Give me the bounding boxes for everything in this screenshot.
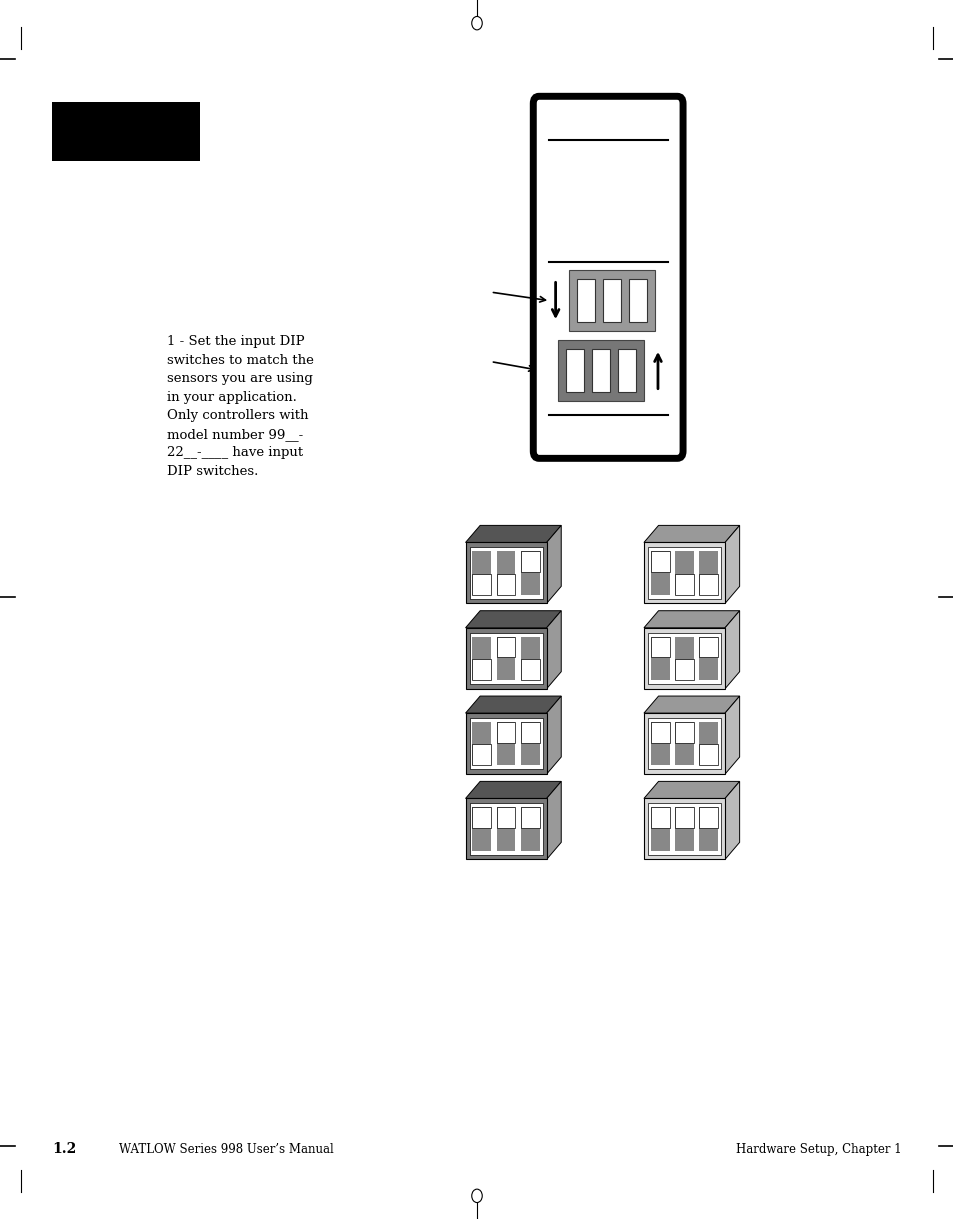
Bar — [647, 547, 720, 599]
Polygon shape — [643, 611, 739, 628]
Bar — [699, 574, 718, 595]
Polygon shape — [724, 781, 739, 859]
Polygon shape — [465, 525, 560, 542]
Bar — [699, 745, 718, 766]
Bar — [643, 798, 724, 859]
FancyBboxPatch shape — [533, 96, 682, 458]
Bar — [472, 636, 491, 680]
Bar — [469, 718, 542, 769]
Bar — [699, 807, 718, 828]
Bar — [520, 551, 539, 595]
Bar — [52, 102, 200, 161]
Bar — [699, 636, 718, 680]
Bar — [520, 551, 539, 572]
Bar — [520, 636, 539, 680]
Bar — [629, 279, 646, 322]
Polygon shape — [465, 611, 560, 628]
Bar — [465, 798, 546, 859]
Bar — [497, 636, 515, 657]
Bar — [472, 722, 491, 766]
Polygon shape — [724, 525, 739, 603]
Polygon shape — [546, 696, 560, 774]
Bar — [647, 718, 720, 769]
Bar — [472, 807, 491, 828]
Bar — [569, 271, 655, 332]
Bar — [497, 722, 515, 766]
Bar — [520, 807, 539, 851]
Text: 1 - Set the input DIP
switches to match the
sensors you are using
in your applic: 1 - Set the input DIP switches to match … — [167, 335, 314, 478]
Bar — [650, 636, 669, 657]
Bar — [643, 628, 724, 689]
Bar — [497, 807, 515, 851]
Bar — [558, 340, 643, 401]
Polygon shape — [724, 611, 739, 689]
Polygon shape — [643, 696, 739, 713]
Bar — [497, 807, 515, 828]
Bar — [465, 628, 546, 689]
Bar — [566, 349, 583, 391]
Bar — [497, 574, 515, 595]
Bar — [643, 713, 724, 774]
Bar — [643, 542, 724, 603]
Polygon shape — [643, 781, 739, 798]
Bar — [647, 803, 720, 855]
Bar — [650, 551, 669, 572]
Bar — [520, 722, 539, 742]
Bar — [675, 551, 693, 595]
Bar — [472, 745, 491, 766]
Bar — [497, 636, 515, 680]
Bar — [469, 633, 542, 684]
Bar — [602, 279, 620, 322]
Bar — [520, 722, 539, 766]
Bar — [699, 551, 718, 595]
Bar — [675, 722, 693, 742]
Bar — [699, 807, 718, 851]
Bar — [675, 636, 693, 680]
Bar — [465, 713, 546, 774]
Text: Hardware Setup, Chapter 1: Hardware Setup, Chapter 1 — [735, 1142, 901, 1156]
Polygon shape — [465, 696, 560, 713]
Bar — [520, 659, 539, 680]
Bar — [650, 636, 669, 680]
Bar — [699, 722, 718, 766]
Bar — [469, 803, 542, 855]
Polygon shape — [643, 525, 739, 542]
Bar — [465, 542, 546, 603]
Text: WATLOW Series 998 User’s Manual: WATLOW Series 998 User’s Manual — [119, 1142, 334, 1156]
Bar — [650, 722, 669, 766]
Bar — [699, 636, 718, 657]
Polygon shape — [546, 611, 560, 689]
Bar — [472, 574, 491, 595]
Polygon shape — [724, 696, 739, 774]
Polygon shape — [546, 525, 560, 603]
Bar — [497, 722, 515, 742]
Bar — [675, 659, 693, 680]
Bar — [497, 551, 515, 595]
Bar — [472, 551, 491, 595]
Bar — [675, 574, 693, 595]
Bar — [650, 722, 669, 742]
Circle shape — [471, 1190, 481, 1202]
Bar — [472, 659, 491, 680]
Text: 1.2: 1.2 — [52, 1142, 76, 1156]
Bar — [675, 722, 693, 766]
Polygon shape — [546, 781, 560, 859]
Circle shape — [471, 16, 481, 30]
Bar — [675, 807, 693, 851]
Bar — [650, 807, 669, 828]
Bar — [592, 349, 610, 391]
Bar — [469, 547, 542, 599]
Bar — [650, 807, 669, 851]
Bar — [618, 349, 636, 391]
Bar — [647, 633, 720, 684]
Bar — [675, 807, 693, 828]
Polygon shape — [465, 781, 560, 798]
Bar — [520, 807, 539, 828]
Bar — [472, 807, 491, 851]
Bar — [650, 551, 669, 595]
Bar — [577, 279, 595, 322]
